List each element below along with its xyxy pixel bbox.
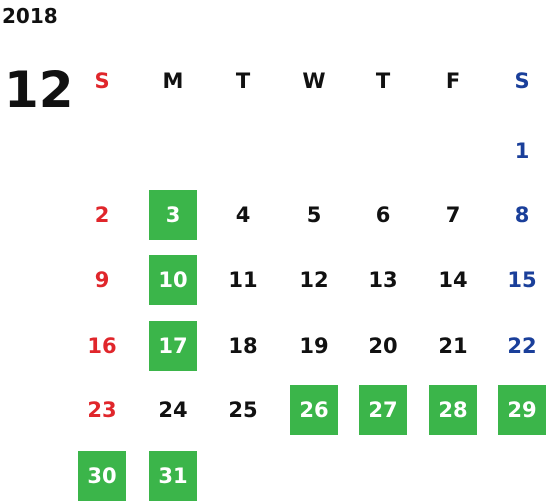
weekday-header: S [514, 69, 530, 93]
day: 22 [507, 334, 537, 358]
marked-day: 29 [498, 385, 546, 435]
weekday-header: F [445, 69, 461, 93]
marked-day: 26 [290, 385, 338, 435]
marked-day: 27 [359, 385, 407, 435]
marked-day: 31 [149, 451, 197, 501]
marked-day: 30 [78, 451, 126, 501]
day: 18 [228, 334, 258, 358]
day: 14 [438, 268, 468, 292]
weekday-header: T [235, 69, 251, 93]
weekday-header: S [94, 69, 110, 93]
day: 23 [87, 398, 117, 422]
day: 6 [375, 203, 391, 227]
day: 1 [514, 139, 530, 163]
weekday-header: T [375, 69, 391, 93]
day: 19 [299, 334, 329, 358]
day: 25 [228, 398, 258, 422]
weekday-header: M [162, 69, 184, 93]
day: 9 [94, 268, 110, 292]
day: 11 [228, 268, 258, 292]
day: 8 [514, 203, 530, 227]
day: 12 [299, 268, 329, 292]
month: 12 [4, 61, 74, 119]
day: 2 [94, 203, 110, 227]
day: 15 [507, 268, 537, 292]
marked-day: 3 [149, 190, 197, 240]
day: 4 [235, 203, 251, 227]
day: 20 [368, 334, 398, 358]
day: 21 [438, 334, 468, 358]
day: 13 [368, 268, 398, 292]
day: 7 [445, 203, 461, 227]
weekday-header: W [302, 69, 326, 93]
day: 16 [87, 334, 117, 358]
marked-day: 28 [429, 385, 477, 435]
day: 5 [306, 203, 322, 227]
marked-day: 17 [149, 321, 197, 371]
marked-day: 10 [149, 255, 197, 305]
year: 2018 [2, 4, 58, 28]
day: 24 [158, 398, 188, 422]
